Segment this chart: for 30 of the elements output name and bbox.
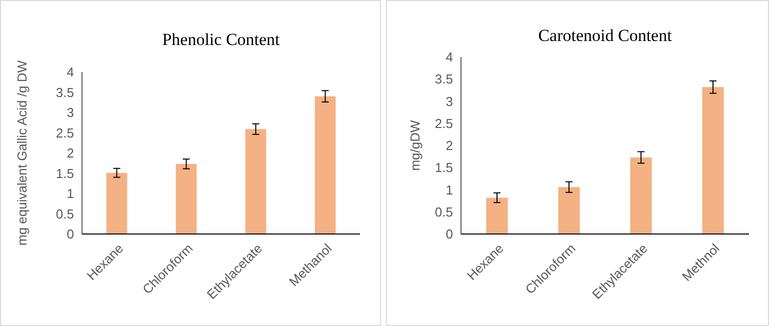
y-tick-label: 1 [446, 182, 453, 198]
y-tick-label: 4 [446, 50, 453, 65]
y-tick-label: 3 [66, 105, 74, 120]
y-axis-title: mg equivalent Gallic Acid /g DW [14, 60, 30, 246]
y-tick-label: 3.5 [56, 84, 74, 100]
bar [245, 129, 266, 234]
y-axis-title: mg/gDW [408, 119, 423, 171]
bar [486, 198, 508, 234]
y-tick-label: 0.5 [434, 204, 453, 220]
y-tick-label: 0 [66, 226, 74, 242]
y-tick-label: 2.5 [434, 116, 453, 131]
y-tick-label: 1.5 [56, 166, 74, 181]
y-tick-label: 0 [446, 226, 453, 242]
bar [176, 164, 197, 234]
y-tick-label: 2.5 [56, 125, 74, 140]
bar [106, 172, 128, 234]
y-tick-label: 1 [66, 186, 74, 202]
bar [702, 87, 724, 234]
bar [314, 96, 336, 234]
chart-title: Carotenoid Content [538, 26, 672, 45]
y-tick-label: 4 [66, 64, 74, 80]
y-tick-label: 2 [446, 138, 453, 154]
y-tick-label: 0.5 [56, 206, 74, 222]
bar [630, 157, 652, 234]
y-tick-label: 3 [446, 94, 453, 109]
y-tick-label: 3.5 [434, 72, 453, 87]
y-tick-label: 1.5 [434, 160, 453, 176]
chart-title: Phenolic Content [162, 30, 280, 49]
y-tick-label: 2 [66, 146, 74, 161]
bar [558, 187, 580, 234]
